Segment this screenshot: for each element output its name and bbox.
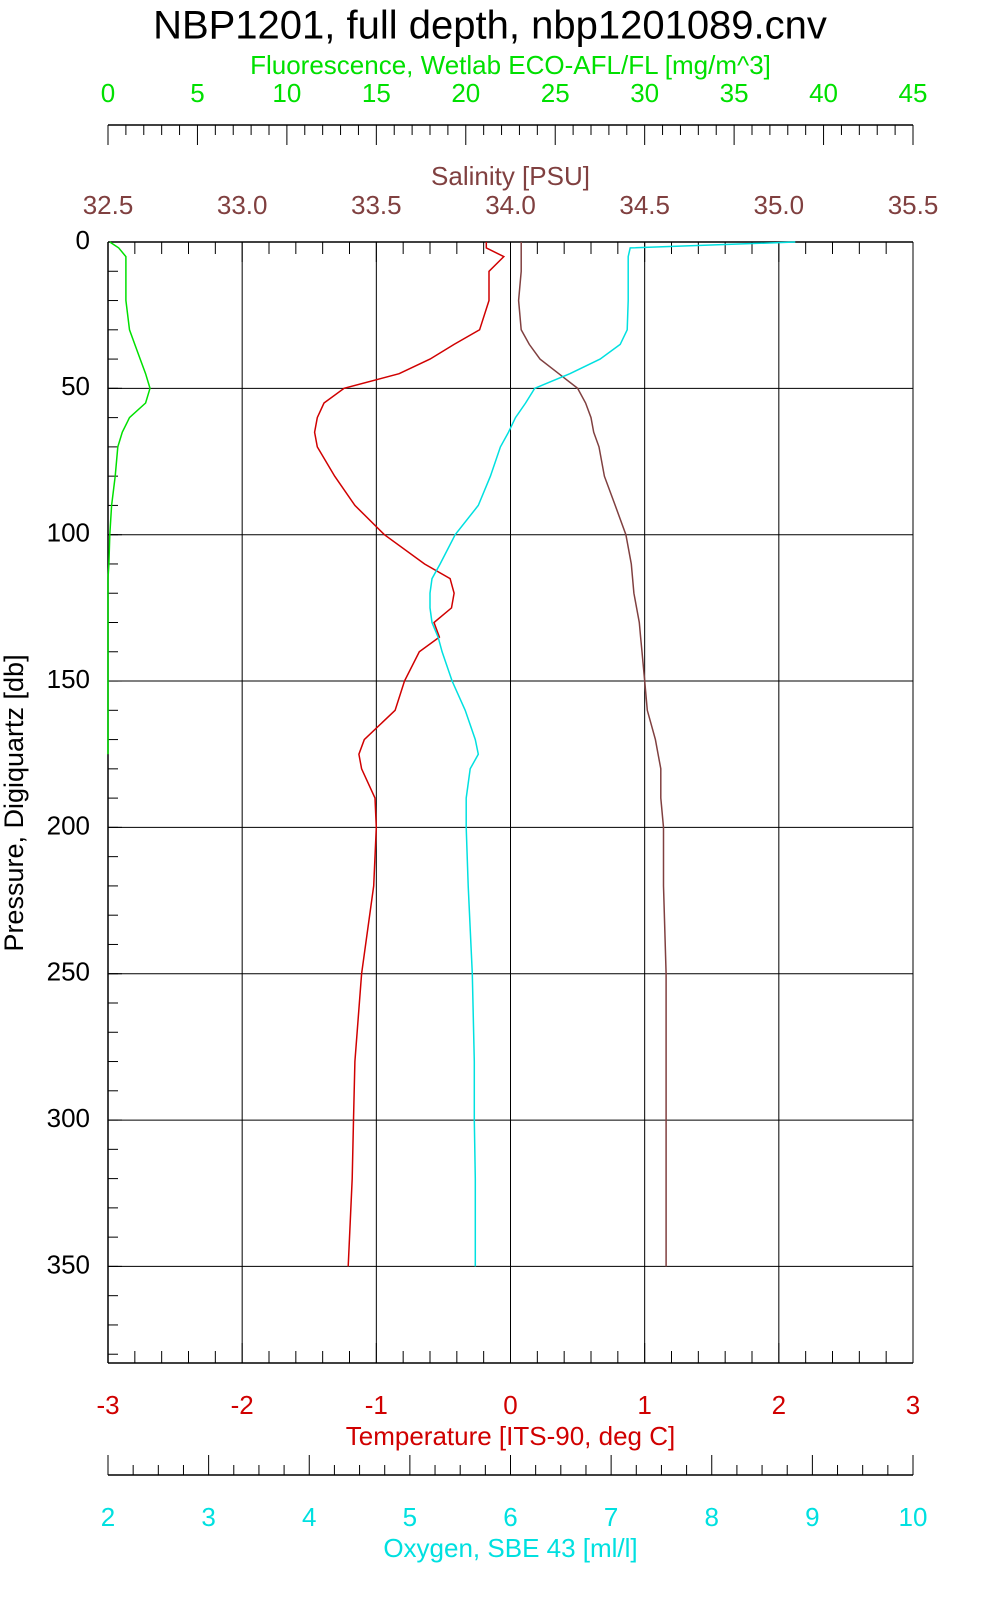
x-tick-label: 0 [101, 78, 115, 108]
x-tick-label: 35.0 [754, 190, 805, 220]
y-tick-label: 300 [47, 1103, 90, 1133]
x-tick-label: 3 [201, 1502, 215, 1532]
x-tick-label: 35 [720, 78, 749, 108]
x-tick-label: 3 [906, 1390, 920, 1420]
x-tick-label: 0 [503, 1390, 517, 1420]
x-tick-label: -2 [231, 1390, 254, 1420]
x-tick-label: -3 [96, 1390, 119, 1420]
x-tick-label: 1 [637, 1390, 651, 1420]
x-tick-label: 6 [503, 1502, 517, 1532]
x-tick-label: 33.5 [351, 190, 402, 220]
profile-line [517, 242, 667, 1267]
y-tick-label: 250 [47, 957, 90, 987]
x-tick-label: 34.5 [619, 190, 670, 220]
x-tick-label: 45 [899, 78, 928, 108]
x-tick-label: 33.0 [217, 190, 268, 220]
x-tick-label: 2 [772, 1390, 786, 1420]
x-tick-label: 34.0 [485, 190, 536, 220]
x-tick-label: 15 [362, 78, 391, 108]
x-tick-label: 32.5 [83, 190, 134, 220]
x-axis-title: Temperature [ITS-90, deg C] [346, 1421, 675, 1451]
x-tick-label: 5 [190, 78, 204, 108]
y-tick-label: 0 [76, 225, 90, 255]
x-tick-label: 30 [630, 78, 659, 108]
profile-line [429, 241, 796, 1267]
y-tick-label: 50 [61, 371, 90, 401]
x-tick-label: 10 [899, 1502, 928, 1532]
x-tick-label: 8 [705, 1502, 719, 1532]
x-tick-label: 20 [451, 78, 480, 108]
x-tick-label: 40 [809, 78, 838, 108]
x-tick-label: -1 [365, 1390, 388, 1420]
x-tick-label: 5 [403, 1502, 417, 1532]
x-axis-title: Fluorescence, Wetlab ECO-AFL/FL [mg/m^3] [250, 50, 771, 80]
chart-title: NBP1201, full depth, nbp1201089.cnv [153, 4, 827, 48]
x-tick-label: 10 [272, 78, 301, 108]
y-tick-label: 350 [47, 1249, 90, 1279]
y-axis-title: Pressure, Digiquartz [db] [0, 654, 29, 951]
x-tick-label: 25 [541, 78, 570, 108]
y-tick-label: 200 [47, 810, 90, 840]
x-tick-label: 4 [302, 1502, 316, 1532]
y-tick-label: 150 [47, 664, 90, 694]
x-tick-label: 35.5 [888, 190, 939, 220]
x-tick-label: 2 [101, 1502, 115, 1532]
x-axis-title: Oxygen, SBE 43 [ml/l] [383, 1533, 637, 1563]
profile-line [107, 241, 151, 755]
x-axis-title: Salinity [PSU] [431, 161, 590, 191]
x-tick-label: 7 [604, 1502, 618, 1532]
y-tick-label: 100 [47, 518, 90, 548]
profile-line [313, 242, 506, 1267]
x-tick-label: 9 [805, 1502, 819, 1532]
